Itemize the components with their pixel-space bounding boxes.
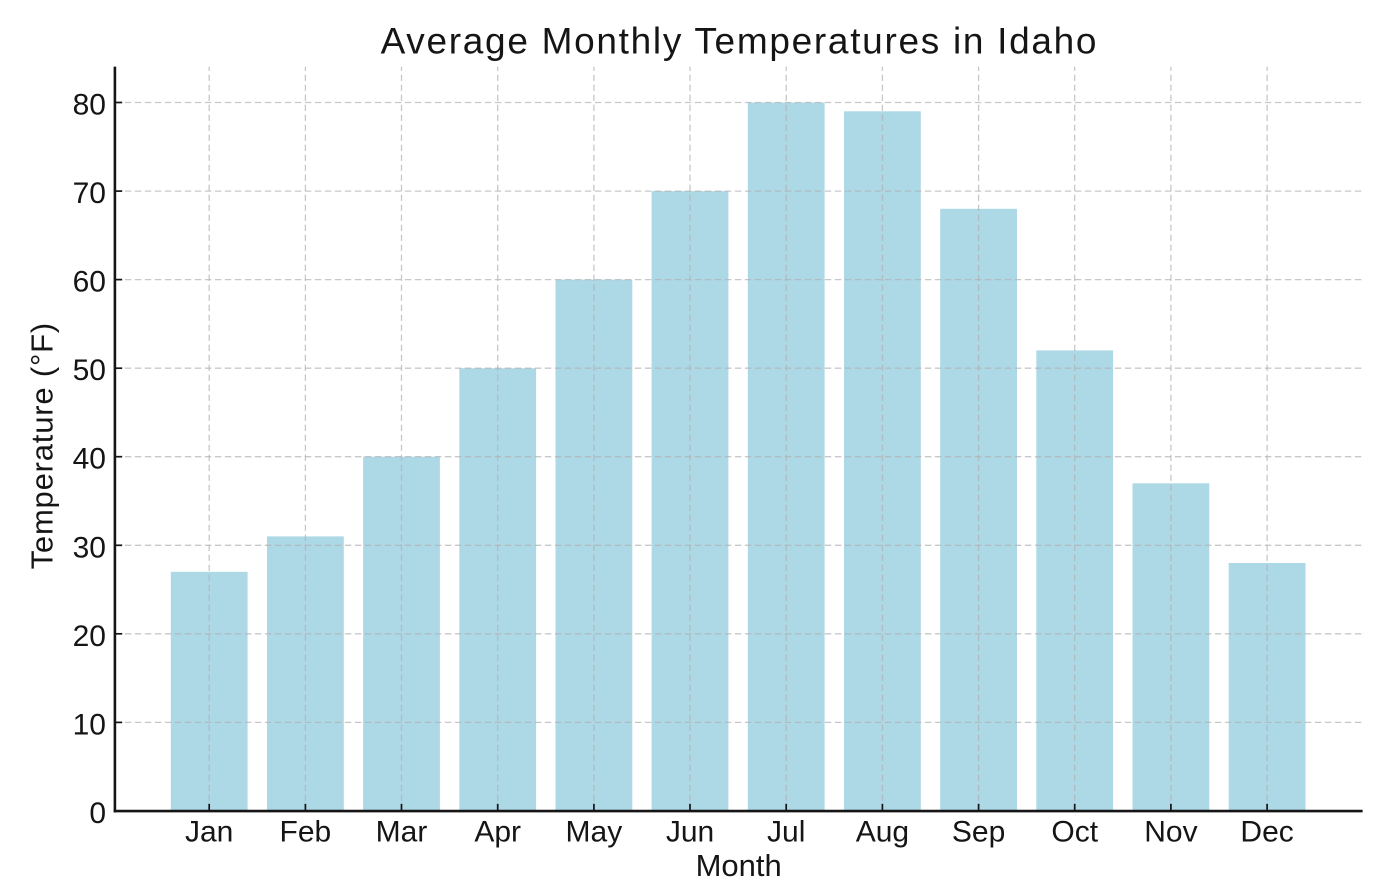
svg-text:Average Monthly Temperatures i: Average Monthly Temperatures in Idaho [381, 21, 1099, 62]
svg-text:Jul: Jul [767, 816, 805, 849]
svg-text:Feb: Feb [280, 816, 332, 849]
svg-text:Mar: Mar [376, 816, 428, 849]
svg-text:Temperature (°F): Temperature (°F) [25, 322, 60, 569]
svg-text:50: 50 [73, 354, 106, 387]
svg-text:40: 40 [73, 443, 106, 476]
svg-text:Apr: Apr [474, 816, 521, 849]
svg-text:60: 60 [73, 266, 106, 299]
svg-text:Month: Month [696, 848, 782, 883]
svg-text:Dec: Dec [1240, 816, 1293, 849]
svg-text:70: 70 [73, 177, 106, 210]
svg-text:Aug: Aug [856, 816, 909, 849]
svg-text:May: May [566, 816, 623, 849]
svg-text:20: 20 [73, 620, 106, 653]
svg-text:30: 30 [73, 531, 106, 564]
svg-text:Jan: Jan [185, 816, 233, 849]
svg-text:80: 80 [73, 89, 106, 122]
svg-text:10: 10 [73, 708, 106, 741]
svg-text:Oct: Oct [1051, 816, 1098, 849]
svg-text:Sep: Sep [952, 816, 1005, 849]
svg-text:Nov: Nov [1144, 816, 1197, 849]
svg-text:0: 0 [89, 797, 106, 830]
svg-text:Jun: Jun [666, 816, 714, 849]
